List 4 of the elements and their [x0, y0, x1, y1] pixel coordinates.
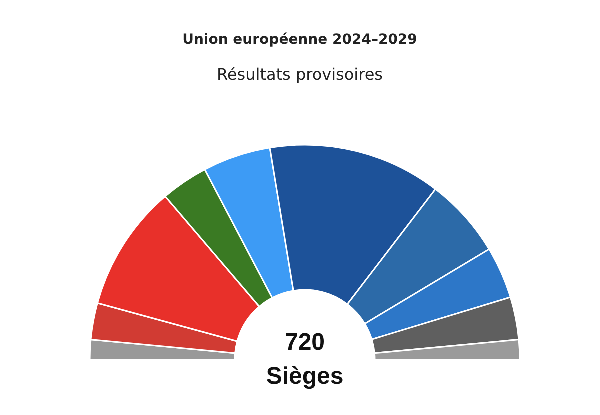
chart-title: Union européenne 2024–2029 — [182, 32, 418, 48]
text: Sièges — [266, 363, 344, 390]
chart-subtitle: Résultats provisoires — [217, 65, 383, 84]
text: 720 — [284, 329, 326, 356]
